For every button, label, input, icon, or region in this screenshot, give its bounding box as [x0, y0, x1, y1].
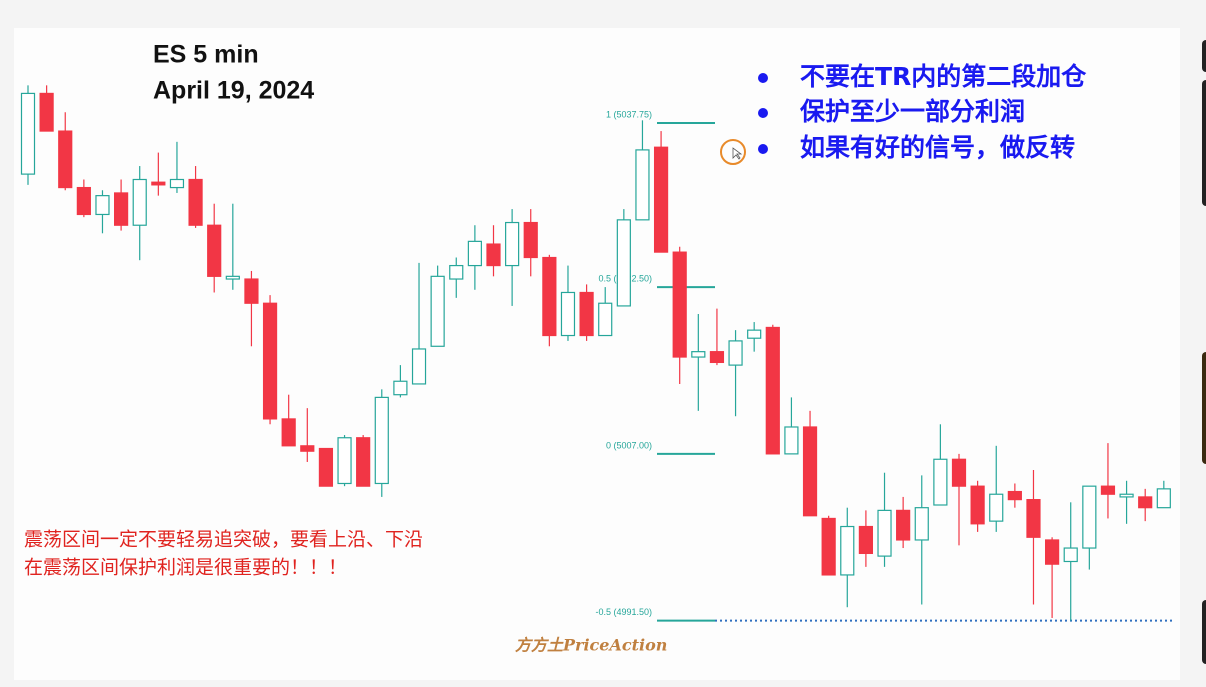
candle-body: [821, 517, 836, 576]
fib-label: 0 (5007.00): [606, 440, 652, 450]
candle-body: [374, 396, 389, 485]
candle-body: [1007, 490, 1022, 501]
chart-title: ES 5 min: [153, 41, 259, 69]
candle-body: [505, 221, 520, 267]
candle-body: [840, 525, 855, 576]
candle-body: [858, 525, 874, 555]
window-edge: [1202, 600, 1206, 664]
note: 如果有好的信号，做反转: [800, 133, 1075, 162]
candle-body: [635, 149, 650, 221]
bullet: [758, 144, 768, 154]
candle-body: [76, 186, 91, 216]
candle-body: [598, 302, 613, 337]
bullet: [758, 73, 768, 83]
candle-body: [747, 329, 762, 339]
cursor: [732, 147, 743, 160]
candle-body: [914, 507, 929, 541]
candle-body: [616, 219, 631, 307]
candle-body: [970, 485, 985, 525]
candle-body: [430, 275, 445, 347]
candle-body: [989, 493, 1004, 522]
candle-body: [225, 275, 240, 280]
bullet: [758, 108, 768, 118]
candle-body: [58, 130, 73, 189]
candle-body: [728, 340, 743, 366]
candle-body: [765, 326, 780, 455]
candle-body: [1044, 539, 1060, 565]
candle-body: [877, 509, 892, 557]
note: 保护至少一部分利润: [799, 97, 1025, 126]
candle-body: [95, 195, 110, 216]
candle-body: [318, 447, 334, 487]
note: 不要在TR内的第二段加仓: [800, 62, 1087, 91]
candle-body: [542, 256, 557, 337]
candle-body: [691, 351, 706, 358]
candle-body: [802, 426, 818, 517]
candle-body: [579, 291, 594, 337]
candle-body: [151, 181, 166, 186]
candle-body: [337, 437, 352, 485]
candle-body: [1156, 488, 1171, 509]
candle-body: [393, 380, 408, 396]
candle-body: [281, 418, 296, 447]
fib-label: 1 (5037.75): [606, 109, 652, 119]
annotation: 在震荡区间保护利润是很重要的！！！: [24, 557, 347, 579]
candle-body: [169, 178, 185, 189]
candle-body: [244, 278, 259, 304]
plot-area: [14, 28, 1180, 680]
window-edge: [1202, 80, 1206, 206]
candle-body: [1063, 547, 1078, 563]
candle-body: [467, 240, 482, 267]
chart-subtitle: April 19, 2024: [153, 77, 314, 105]
annotation: 震荡区间一定不要轻易追突破，要看上沿、下沿: [24, 529, 423, 551]
candle-body: [207, 224, 222, 277]
candle-body: [784, 426, 799, 455]
candle-body: [709, 351, 725, 364]
candle-body: [449, 264, 464, 280]
candle-body: [896, 509, 911, 541]
candle-body: [653, 146, 669, 253]
candle-body: [300, 445, 315, 452]
window-edge: [1202, 352, 1206, 464]
candle-body: [20, 92, 36, 175]
candle-body: [523, 221, 538, 259]
cursor-highlight: [720, 139, 746, 165]
candle-body: [1138, 496, 1153, 509]
candle-body: [356, 437, 371, 487]
candle-body: [486, 243, 501, 267]
candle-body: [39, 92, 54, 132]
candle-body: [113, 192, 129, 226]
fib-label: -0.5 (4991.50): [595, 607, 652, 617]
candle-body: [1026, 499, 1041, 538]
candle-body: [262, 302, 278, 420]
candle-body: [1119, 493, 1134, 498]
candle-body: [560, 291, 576, 337]
candle-body: [1082, 485, 1097, 549]
candle-body: [933, 458, 948, 506]
candles: 1 (5037.75)0.5 (5022.50)0 (5007.00)-0.5 …: [20, 85, 1175, 622]
candle-body: [132, 178, 147, 226]
watermark: 方方土PriceAction: [515, 636, 667, 655]
candle-body: [411, 348, 427, 385]
candle-body: [1100, 485, 1116, 495]
candle-body: [672, 251, 687, 358]
window-edge: [1202, 40, 1206, 72]
candle-body: [951, 458, 967, 487]
candle-body: [188, 178, 203, 226]
